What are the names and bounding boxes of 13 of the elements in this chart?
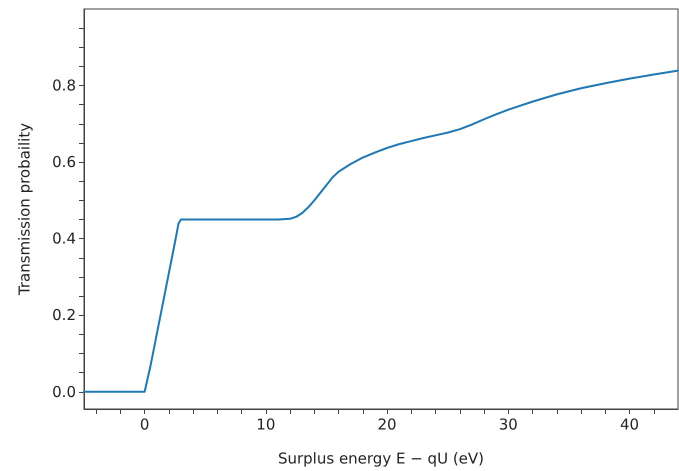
y-tick-label: 0.6 [52, 153, 76, 172]
line-series [83, 70, 679, 393]
y-tick-label: 0.2 [52, 306, 76, 324]
x-axis-title: Surplus energy E − qU (eV) [278, 450, 484, 468]
y-tick-label: 0.0 [52, 382, 76, 401]
y-tick-label: 0.8 [52, 76, 76, 95]
x-tick-label: 20 [378, 416, 397, 434]
x-tick-label: 0 [140, 416, 150, 434]
x-tick-label: 40 [620, 416, 640, 434]
x-tick-label: 30 [498, 416, 518, 434]
y-axis-title: Transmission probaility [16, 122, 34, 296]
y-tick-label: 0.4 [52, 230, 76, 248]
x-tick-label: 10 [256, 416, 276, 434]
